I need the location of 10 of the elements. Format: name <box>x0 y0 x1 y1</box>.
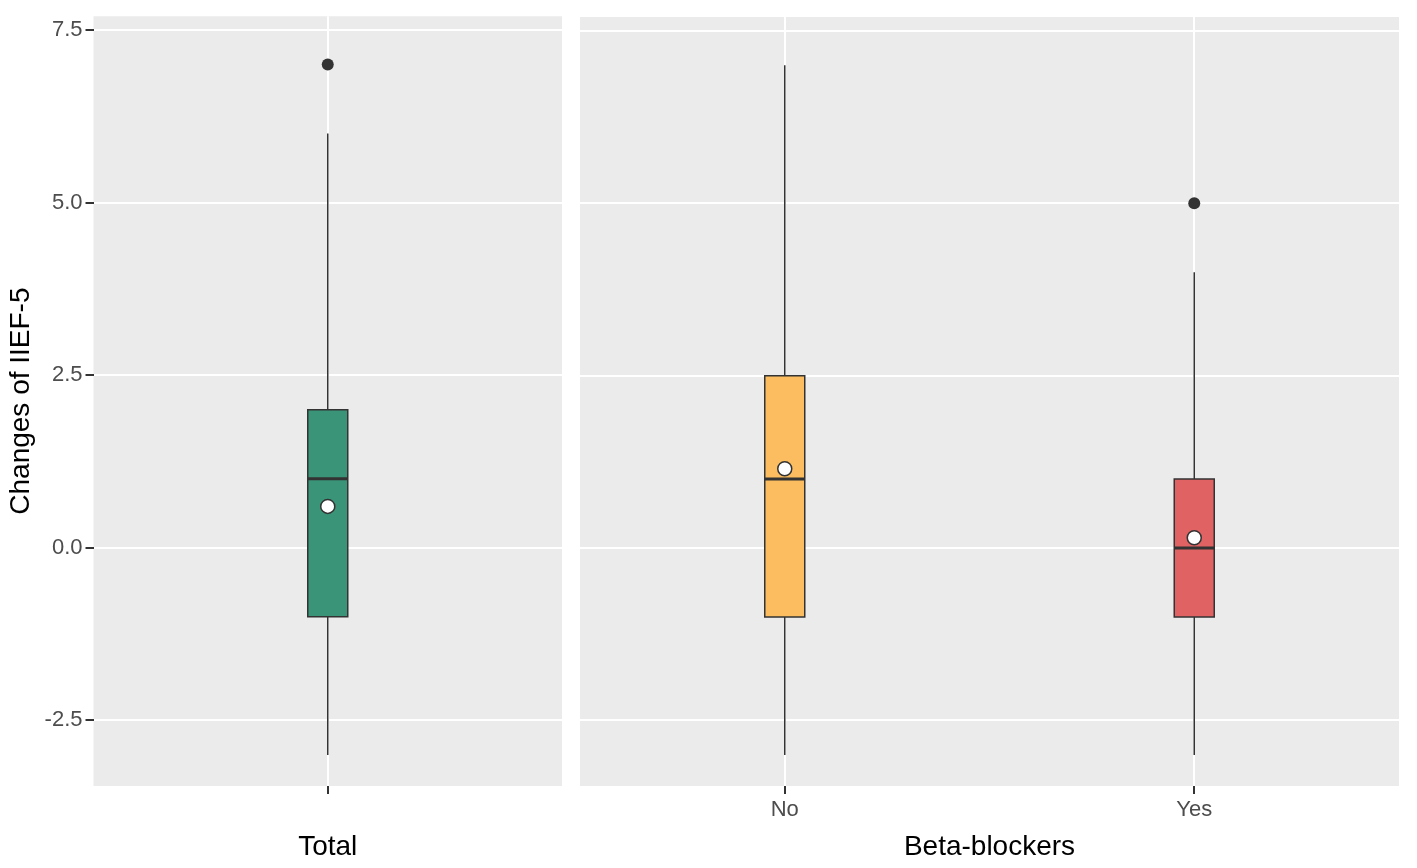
y-tick-label: -2.5 <box>44 706 83 732</box>
y-tick-label: 5.0 <box>51 188 83 214</box>
x-tick-label: No <box>770 796 799 822</box>
x-axis-title: Total <box>298 829 358 861</box>
y-tick-label: 0.0 <box>51 533 83 559</box>
y-tick-label: 7.5 <box>51 16 83 42</box>
y-tick-label: 2.5 <box>51 361 83 387</box>
y-axis-title: Changes of IIEF-5 <box>3 287 35 515</box>
x-tick-label: Yes <box>1176 796 1213 822</box>
x-axis-title: Beta-blockers <box>903 829 1076 861</box>
